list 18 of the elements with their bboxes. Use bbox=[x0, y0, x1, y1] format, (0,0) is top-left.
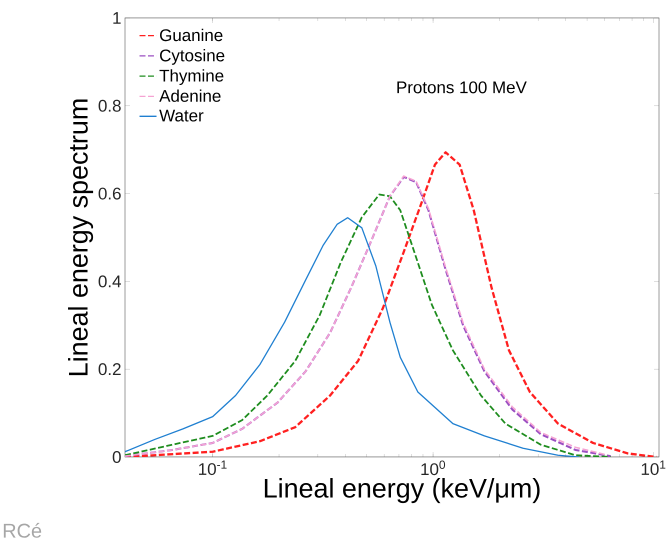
y-tick-label: 0 bbox=[112, 450, 121, 463]
y-tick-label: 0.4 bbox=[98, 275, 121, 288]
x-tick-label: 10$^{-1}$ bbox=[199, 460, 227, 476]
y-axis-title: Lineal energy spectrum bbox=[68, 100, 94, 376]
y-tick-label: 0.6 bbox=[98, 188, 121, 200]
annotation: Protons 100 MeV bbox=[397, 81, 527, 94]
x-tick-label: 10$^{1}$ bbox=[642, 460, 666, 476]
y-tick-label: 0.8 bbox=[98, 100, 121, 112]
legend-label: Guanine bbox=[160, 28, 222, 42]
legend-label: Thymine bbox=[160, 69, 224, 86]
legend-label: Water bbox=[159, 110, 204, 122]
legend-label: Adenine bbox=[159, 89, 221, 102]
legend-label: Cytosine bbox=[160, 49, 224, 65]
x-axis-title: Lineal energy (keV/μm) bbox=[264, 478, 540, 504]
x-tick-label: 10$^{0}$ bbox=[421, 460, 446, 476]
y-tick-label: 1 bbox=[113, 12, 121, 24]
text: RCé bbox=[4, 522, 42, 538]
y-tick-label: 0.2 bbox=[98, 363, 121, 376]
